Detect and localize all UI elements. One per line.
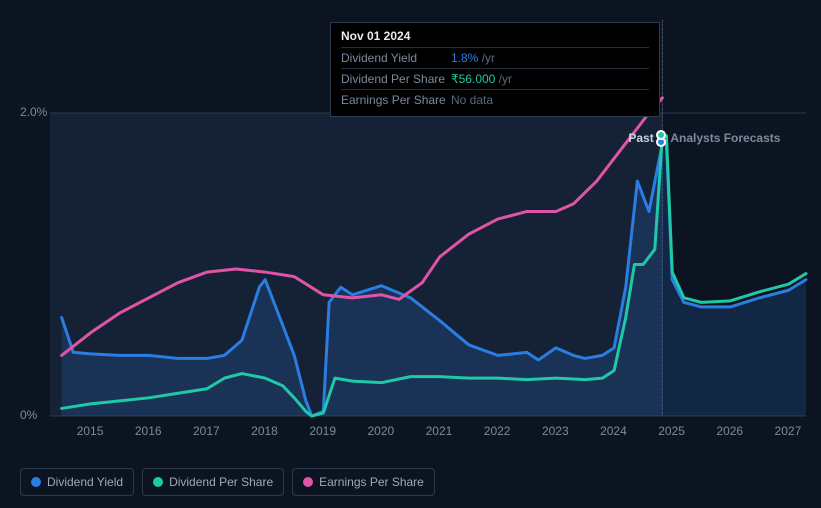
legend-swatch [153, 477, 163, 487]
x-tick-label: 2022 [484, 424, 511, 438]
x-tick-label: 2025 [658, 424, 685, 438]
legend-item-earnings-per-share[interactable]: Earnings Per Share [292, 468, 435, 496]
tooltip-row-value: ₹56.000 /yr [451, 72, 512, 86]
legend-label: Earnings Per Share [319, 475, 424, 489]
legend-item-dividend-yield[interactable]: Dividend Yield [20, 468, 134, 496]
tooltip-row-value: No data [451, 93, 493, 107]
tooltip-title: Nov 01 2024 [341, 29, 649, 43]
tooltip-row-label: Earnings Per Share [341, 93, 451, 107]
x-tick-label: 2021 [426, 424, 453, 438]
x-tick-label: 2018 [251, 424, 278, 438]
tooltip-row: Dividend Per Share₹56.000 /yr [341, 68, 649, 89]
x-tick-label: 2017 [193, 424, 220, 438]
legend: Dividend Yield Dividend Per Share Earnings… [20, 468, 435, 496]
region-label-past: Past [628, 131, 653, 145]
tooltip: Nov 01 2024 Dividend Yield1.8% /yrDivide… [330, 22, 660, 117]
region-label-forecast: Analysts Forecasts [670, 131, 780, 145]
tooltip-row-label: Dividend Per Share [341, 72, 451, 86]
y-tick-label: 2.0% [20, 105, 47, 119]
legend-swatch [303, 477, 313, 487]
tooltip-row-value: 1.8% /yr [451, 51, 495, 65]
y-tick-label: 0% [20, 408, 37, 422]
legend-label: Dividend Per Share [169, 475, 273, 489]
x-tick-label: 2019 [309, 424, 336, 438]
tooltip-row: Dividend Yield1.8% /yr [341, 47, 649, 68]
tooltip-row: Earnings Per ShareNo data [341, 89, 649, 110]
legend-swatch [31, 477, 41, 487]
x-tick-label: 2024 [600, 424, 627, 438]
chart-container: Past Analysts Forecasts 0% 2.0% 2015 2016 2… [0, 0, 821, 508]
x-tick-label: 2026 [716, 424, 743, 438]
x-tick-label: 2016 [135, 424, 162, 438]
x-tick-label: 2015 [77, 424, 104, 438]
x-tick-label: 2023 [542, 424, 569, 438]
x-tick-label: 2020 [367, 424, 394, 438]
legend-item-dividend-per-share[interactable]: Dividend Per Share [142, 468, 284, 496]
tooltip-row-label: Dividend Yield [341, 51, 451, 65]
legend-label: Dividend Yield [47, 475, 123, 489]
x-tick-label: 2027 [775, 424, 802, 438]
